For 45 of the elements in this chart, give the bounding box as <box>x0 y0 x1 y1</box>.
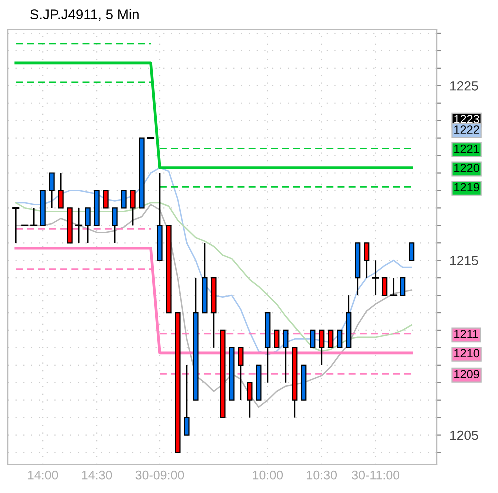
candlestick <box>112 208 118 244</box>
candlestick <box>409 242 415 262</box>
candlestick <box>364 242 370 279</box>
x-tick-label: 30-11:00 <box>352 470 400 480</box>
x-tick-label: 30-09:00 <box>136 470 184 480</box>
candlestick <box>283 330 289 384</box>
y2-tick-label: 1210 <box>454 349 480 358</box>
x-tick-label: 14:30 <box>82 470 112 480</box>
candlestick <box>30 208 38 226</box>
y2-tick-label: 1209 <box>454 370 480 379</box>
candlestick <box>76 208 83 244</box>
candlestick <box>319 330 325 366</box>
candlestick <box>400 278 406 296</box>
x-tick-label: 14:00 <box>28 470 58 480</box>
y2-tick-label: 1211 <box>454 330 478 338</box>
y-tick-label: 1215 <box>450 256 478 266</box>
candlestick <box>49 172 55 209</box>
candlestick <box>58 172 64 209</box>
candlestick <box>328 330 334 349</box>
y2-tick-label: 1219 <box>454 183 480 192</box>
candlestick <box>103 190 109 209</box>
candlestick <box>130 190 136 226</box>
candlestick <box>85 208 91 244</box>
candlestick <box>372 260 380 296</box>
line-series <box>15 167 413 356</box>
chart-title: S.JP.J4911, 5 Min <box>30 9 139 22</box>
candlestick <box>274 330 280 349</box>
candlestick <box>238 347 244 402</box>
y2-tick-label: 1223 <box>454 115 480 124</box>
candlestick <box>247 382 253 419</box>
candlestick <box>337 330 343 349</box>
candlestick <box>12 207 20 244</box>
candlestick <box>310 330 316 349</box>
candlestick <box>382 278 388 296</box>
line-series <box>15 204 413 408</box>
y2-tick-label: 1222 <box>454 126 480 134</box>
x-tick-label: 10:30 <box>307 470 338 480</box>
y-tick-label: 1225 <box>450 81 478 91</box>
y2-tick-label: 1220 <box>454 164 480 172</box>
candlestick <box>121 190 127 209</box>
y-tick-label: 1205 <box>450 430 478 440</box>
candlestick <box>184 364 190 436</box>
y2-tick-label: 1221 <box>454 144 480 154</box>
candlestick <box>390 277 398 296</box>
x-tick-label: 10:00 <box>253 470 284 480</box>
